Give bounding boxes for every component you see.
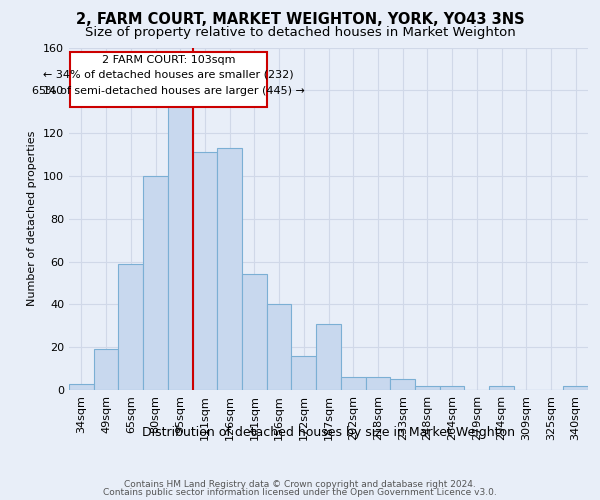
Text: ← 34% of detached houses are smaller (232): ← 34% of detached houses are smaller (23… [43,70,294,80]
Bar [118,264,143,390]
Bar [341,377,365,390]
Text: 2, FARM COURT, MARKET WEIGHTON, YORK, YO43 3NS: 2, FARM COURT, MARKET WEIGHTON, YORK, YO… [76,12,524,28]
Bar [292,356,316,390]
Text: 2 FARM COURT: 103sqm: 2 FARM COURT: 103sqm [102,55,235,65]
Bar [217,148,242,390]
Text: Distribution of detached houses by size in Market Weighton: Distribution of detached houses by size … [142,426,515,439]
Bar [242,274,267,390]
Text: Contains HM Land Registry data © Crown copyright and database right 2024.: Contains HM Land Registry data © Crown c… [124,480,476,489]
Text: Contains public sector information licensed under the Open Government Licence v3: Contains public sector information licen… [103,488,497,497]
Bar [168,103,193,390]
Bar [489,386,514,390]
Bar [94,350,118,390]
Bar [143,176,168,390]
Bar [390,380,415,390]
FancyBboxPatch shape [70,52,267,108]
Text: 65% of semi-detached houses are larger (445) →: 65% of semi-detached houses are larger (… [32,86,305,96]
Bar [193,152,217,390]
Bar [69,384,94,390]
Y-axis label: Number of detached properties: Number of detached properties [28,131,37,306]
Bar [440,386,464,390]
Bar [415,386,440,390]
Text: Size of property relative to detached houses in Market Weighton: Size of property relative to detached ho… [85,26,515,39]
Bar [563,386,588,390]
Bar [267,304,292,390]
Bar [316,324,341,390]
Bar [365,377,390,390]
